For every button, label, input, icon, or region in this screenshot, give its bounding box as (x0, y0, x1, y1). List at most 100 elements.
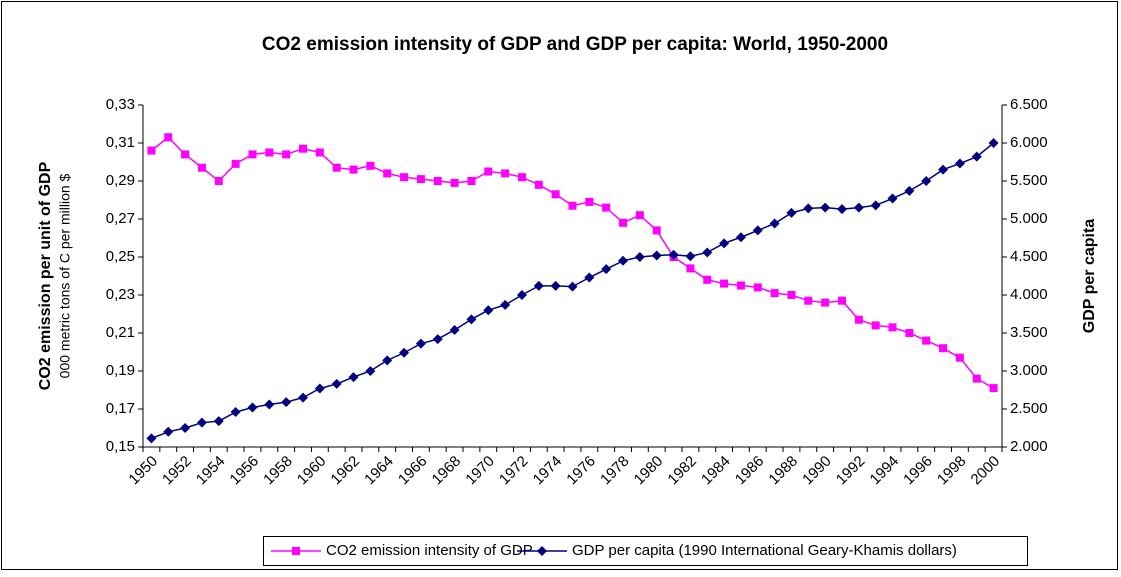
data-point (366, 161, 375, 170)
data-point (821, 298, 830, 307)
y-tick-label: 0,23 (106, 286, 135, 303)
y2-tick-label: 4.500 (1010, 248, 1048, 265)
data-point (602, 203, 611, 212)
data-point (484, 167, 493, 176)
data-point (989, 384, 998, 393)
data-point (382, 355, 393, 366)
data-point (517, 173, 526, 182)
data-point (651, 250, 662, 261)
data-point (804, 296, 813, 305)
data-point (618, 255, 629, 266)
data-point (298, 392, 309, 403)
y-tick-label: 0,33 (106, 96, 135, 113)
data-point (635, 211, 644, 220)
data-point (836, 204, 847, 215)
data-point (213, 416, 224, 427)
y2-axis-title: GDP per capita (1081, 219, 1098, 334)
data-point (332, 163, 341, 172)
data-point (837, 296, 846, 305)
data-point (753, 283, 762, 292)
y2-tick-label: 3.500 (1010, 324, 1048, 341)
data-point (551, 190, 560, 199)
data-point (971, 151, 982, 162)
y2-tick-label: 5.000 (1010, 210, 1048, 227)
data-point (467, 177, 476, 185)
data-point (432, 334, 443, 345)
legend-marker (292, 547, 300, 555)
y2-tick-label: 6.500 (1010, 96, 1048, 113)
data-point (954, 158, 965, 169)
data-point (752, 225, 763, 236)
data-point (383, 169, 392, 178)
data-point (955, 353, 964, 362)
y-tick-label: 0,31 (106, 134, 135, 151)
y2-tick-label: 3.000 (1010, 362, 1048, 379)
data-point (921, 176, 932, 186)
data-point (281, 397, 292, 408)
y-axis-subtitle: 000 metric tons of C per million $ (57, 173, 73, 378)
data-point (197, 163, 206, 172)
data-point (905, 329, 914, 337)
data-point (331, 378, 342, 389)
y-tick-label: 0,21 (106, 324, 135, 341)
data-point (601, 264, 612, 275)
data-point (939, 344, 948, 353)
data-point (449, 324, 460, 335)
data-point (196, 417, 207, 428)
data-point (988, 138, 999, 148)
data-point (584, 272, 595, 283)
legend-marker (537, 546, 547, 556)
data-point (803, 203, 814, 214)
data-point (416, 175, 425, 184)
data-point (230, 407, 241, 418)
legend-label: GDP per capita (1990 International Geary… (572, 542, 957, 559)
data-point (853, 202, 864, 213)
data-point (786, 207, 797, 218)
data-point (164, 133, 173, 142)
data-point (568, 201, 577, 210)
data-point (533, 280, 544, 291)
legend-label: CO2 emission intensity of GDP (326, 542, 533, 559)
data-point (466, 314, 477, 325)
data-point (567, 281, 578, 292)
y2-tick-label: 2.000 (1010, 438, 1048, 455)
data-point (871, 321, 880, 330)
data-point (483, 305, 494, 316)
data-point (180, 423, 191, 433)
data-point (904, 185, 915, 196)
y-tick-label: 0,19 (106, 362, 135, 379)
y-tick-label: 0,17 (106, 400, 135, 417)
data-point (686, 264, 695, 273)
data-point (415, 338, 426, 349)
y2-tick-label: 5.500 (1010, 172, 1048, 189)
data-point (972, 374, 981, 383)
data-point (735, 232, 746, 243)
data-point (181, 150, 190, 159)
data-point (634, 252, 645, 262)
y-tick-label: 0,25 (106, 248, 135, 265)
data-point (668, 249, 679, 260)
y-tick-label: 0,27 (106, 210, 135, 227)
data-point (702, 247, 713, 258)
y-axis-title: CO2 emission per unit of GDP (37, 161, 54, 390)
y2-tick-label: 4.000 (1010, 286, 1048, 303)
data-point (264, 399, 275, 410)
data-point (720, 279, 729, 288)
data-point (652, 226, 661, 235)
data-point (147, 146, 156, 155)
data-point (231, 159, 240, 168)
data-point (770, 289, 779, 298)
data-point (214, 177, 223, 185)
data-point (888, 323, 897, 332)
data-point (736, 281, 745, 290)
data-point (299, 144, 308, 153)
data-point (938, 164, 949, 175)
data-point (685, 251, 696, 262)
y2-tick-label: 6.000 (1010, 134, 1048, 151)
data-point (500, 299, 511, 310)
data-point (282, 150, 291, 159)
data-point (534, 180, 543, 189)
data-point (315, 148, 324, 157)
data-point (400, 173, 409, 182)
